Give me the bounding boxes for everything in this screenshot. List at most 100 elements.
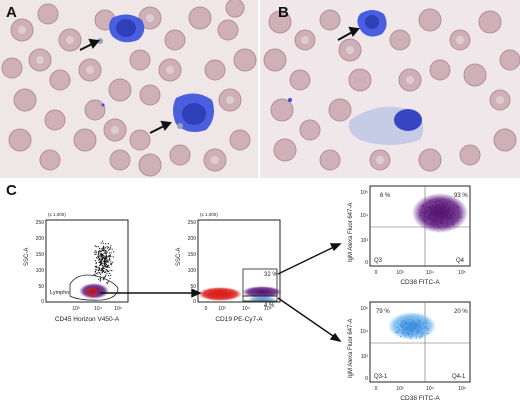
plot4-quadrant-br: Q4-1 <box>452 374 466 380</box>
event-dot <box>98 252 100 254</box>
panel-label-a: A <box>6 4 17 21</box>
event-dot <box>440 199 442 201</box>
event-dot <box>409 318 411 321</box>
event-dot <box>442 202 444 204</box>
event-dot <box>399 330 401 332</box>
svg-text:150: 150 <box>188 252 197 258</box>
event-dot <box>212 294 214 296</box>
event-dot <box>403 319 405 321</box>
event-dot <box>95 266 97 268</box>
event-dot <box>98 261 100 264</box>
event-dot <box>107 266 109 268</box>
event-dot <box>104 251 106 253</box>
event-dot <box>414 325 416 327</box>
event-dot <box>213 293 215 296</box>
micrograph-panel-a <box>0 0 258 178</box>
event-dot <box>96 272 98 274</box>
plot2-y-label: SSC-A <box>176 248 182 266</box>
event-dot <box>433 206 435 208</box>
svg-text:10³: 10³ <box>218 306 226 312</box>
event-dot <box>413 327 415 329</box>
event-dot <box>442 219 444 221</box>
event-dot <box>435 219 437 221</box>
event-dot <box>421 336 423 338</box>
event-dot <box>113 251 115 253</box>
black-events <box>93 240 115 285</box>
event-dot <box>412 326 414 328</box>
event-dot <box>423 321 425 323</box>
event-dot <box>426 206 428 208</box>
event-dot <box>431 204 433 206</box>
event-dot <box>96 266 98 269</box>
event-dot <box>414 331 416 333</box>
event-dot <box>412 330 414 332</box>
event-dot <box>444 217 446 219</box>
event-dot <box>223 293 226 295</box>
event-dot <box>423 219 425 221</box>
event-dot <box>434 215 436 217</box>
event-dot <box>448 217 450 219</box>
event-dot <box>106 270 109 272</box>
event-dot <box>455 214 457 216</box>
svg-text:0: 0 <box>375 386 378 392</box>
event-dot <box>424 209 426 211</box>
event-dot <box>100 273 102 275</box>
event-dot <box>104 263 106 265</box>
panel-label-c: C <box>6 182 17 199</box>
event-dot <box>444 208 446 210</box>
event-dot <box>94 251 96 253</box>
svg-text:10⁴: 10⁴ <box>426 270 434 276</box>
event-dot <box>112 256 114 258</box>
event-dot <box>460 216 462 218</box>
event-dot <box>446 222 448 224</box>
event-dot <box>447 220 449 222</box>
event-dot <box>411 321 413 323</box>
plot4-quadrant-tr: 20 % <box>454 309 468 315</box>
arrow-head-icon <box>191 288 202 298</box>
event-dot <box>436 207 438 209</box>
event-dot <box>426 212 428 214</box>
event-dot <box>419 326 421 328</box>
lympho-gate <box>69 274 119 301</box>
event-dot <box>100 268 102 270</box>
event-dot <box>103 266 105 268</box>
event-dot <box>225 294 227 296</box>
event-dot <box>432 214 435 217</box>
event-dot <box>404 325 406 327</box>
event-dot <box>419 336 421 338</box>
event-dot <box>401 326 403 328</box>
svg-text:100: 100 <box>36 268 45 274</box>
event-dot <box>418 332 420 334</box>
event-dot <box>397 331 399 333</box>
event-dot <box>410 324 412 327</box>
event-dot <box>436 209 438 211</box>
plot1-y-label: SSC-A <box>24 248 30 266</box>
event-dot <box>107 249 110 251</box>
event-dot <box>105 266 107 268</box>
event-dot <box>449 214 451 216</box>
event-dot <box>103 259 105 261</box>
event-dot <box>457 207 459 209</box>
event-dot <box>423 214 425 216</box>
event-dot <box>439 226 441 228</box>
event-dot <box>441 203 443 205</box>
event-dot <box>408 330 411 332</box>
svg-text:10⁵: 10⁵ <box>360 306 368 312</box>
event-dot <box>408 333 411 335</box>
event-dot <box>432 214 434 216</box>
event-dot <box>434 221 437 223</box>
event-dot <box>403 325 405 328</box>
plot3-x-ticks: 0 10³ 10⁴ 10⁵ <box>375 270 466 276</box>
event-dot <box>419 329 421 331</box>
event-dot <box>102 254 104 256</box>
event-dot <box>412 334 414 336</box>
plot1-y-ticks: 250 200 150 100 50 0 <box>36 220 45 305</box>
event-dot <box>420 332 422 335</box>
event-dot <box>105 250 107 252</box>
event-dot <box>416 324 418 326</box>
event-dot <box>451 207 453 209</box>
event-dot <box>410 337 412 339</box>
event-dot <box>452 211 454 213</box>
arrow-icon <box>337 26 360 41</box>
event-dot <box>447 213 449 215</box>
